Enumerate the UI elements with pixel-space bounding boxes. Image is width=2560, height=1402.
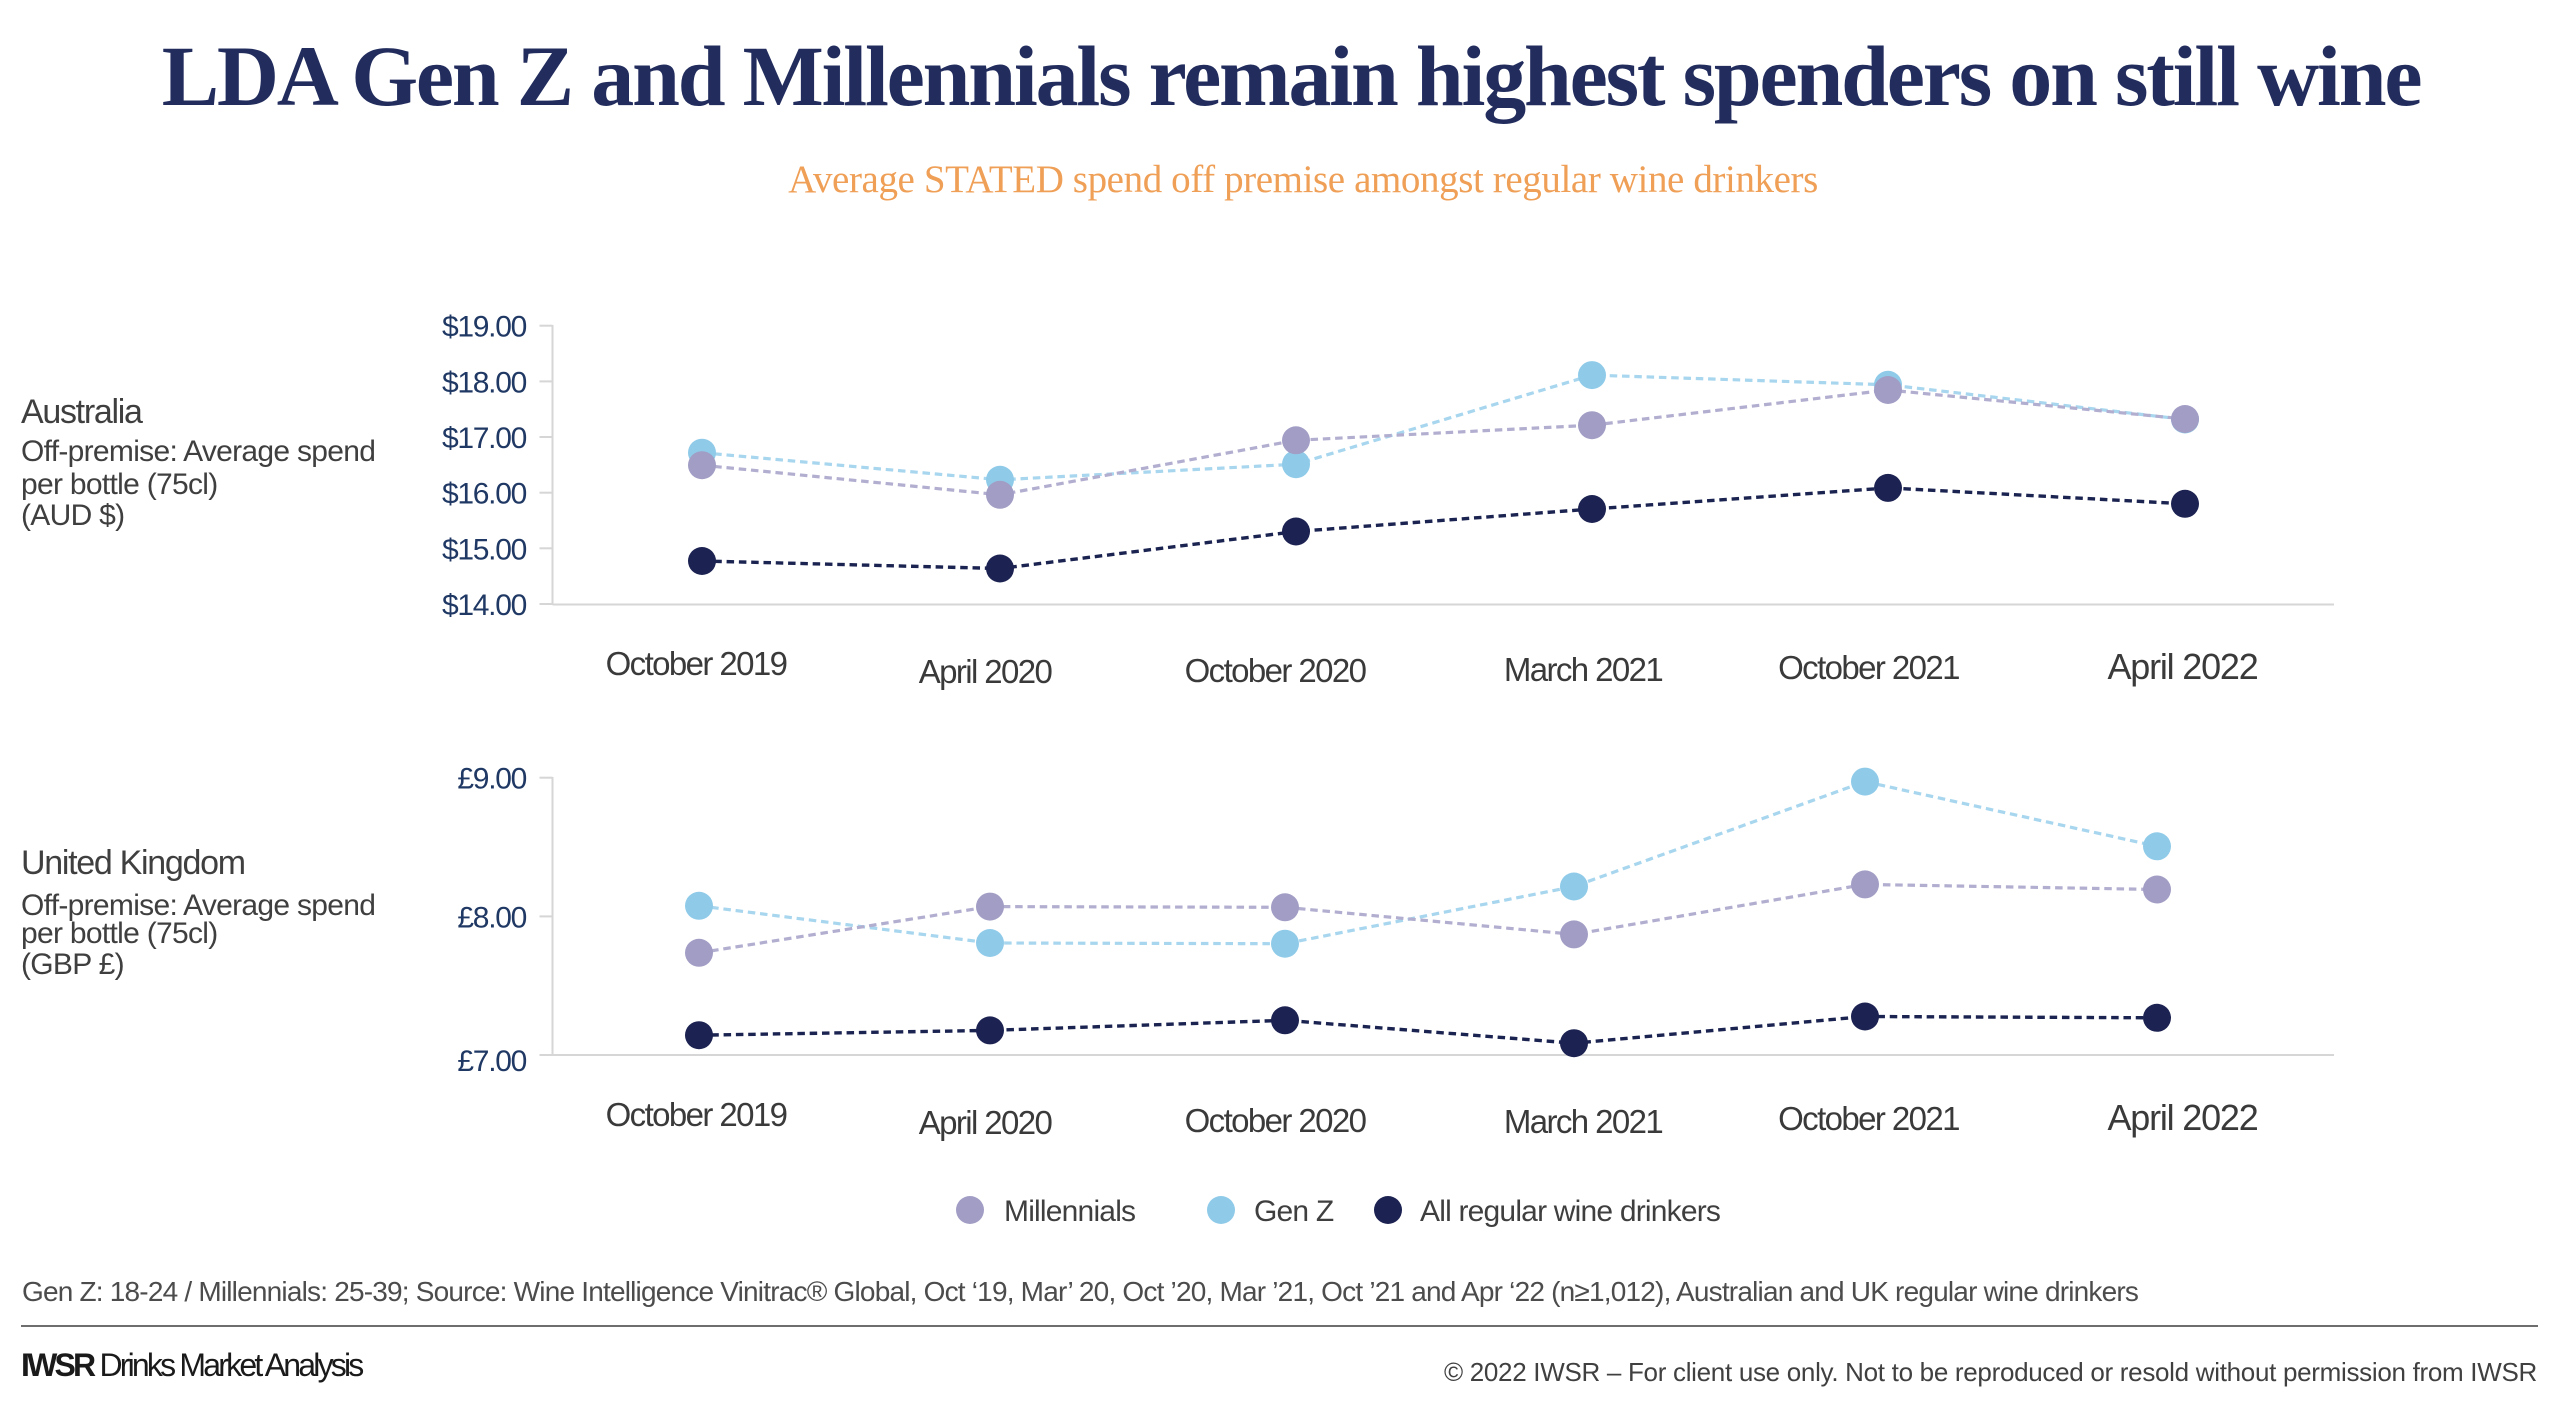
svg-text:£8.00: £8.00 xyxy=(457,901,526,934)
svg-text:$18.00: $18.00 xyxy=(442,366,527,399)
svg-text:$17.00: $17.00 xyxy=(442,422,527,455)
svg-text:$19.00: $19.00 xyxy=(442,311,527,344)
svg-text:March 2021: March 2021 xyxy=(1504,651,1663,688)
svg-text:£9.00: £9.00 xyxy=(457,763,526,796)
svg-text:£7.00: £7.00 xyxy=(457,1045,526,1078)
svg-text:October 2020: October 2020 xyxy=(1185,1102,1367,1139)
svg-text:April 2020: April 2020 xyxy=(919,653,1053,690)
svg-text:October 2019: October 2019 xyxy=(606,1096,787,1133)
svg-text:March 2021: March 2021 xyxy=(1504,1103,1663,1140)
svg-text:April 2022: April 2022 xyxy=(2107,1097,2257,1138)
svg-text:All regular wine drinkers: All regular wine drinkers xyxy=(1420,1195,1720,1228)
svg-text:$15.00: $15.00 xyxy=(442,533,527,566)
svg-text:April 2020: April 2020 xyxy=(919,1104,1053,1141)
svg-text:$16.00: $16.00 xyxy=(442,478,527,511)
svg-text:Gen Z: Gen Z xyxy=(1254,1195,1334,1228)
svg-text:October 2021: October 2021 xyxy=(1778,649,1959,686)
svg-text:Millennials: Millennials xyxy=(1004,1195,1135,1228)
svg-text:October 2021: October 2021 xyxy=(1778,1100,1959,1137)
svg-text:April 2022: April 2022 xyxy=(2107,646,2257,687)
svg-text:$14.00: $14.00 xyxy=(442,589,527,622)
svg-text:October 2020: October 2020 xyxy=(1185,652,1367,689)
svg-text:October 2019: October 2019 xyxy=(606,645,787,682)
